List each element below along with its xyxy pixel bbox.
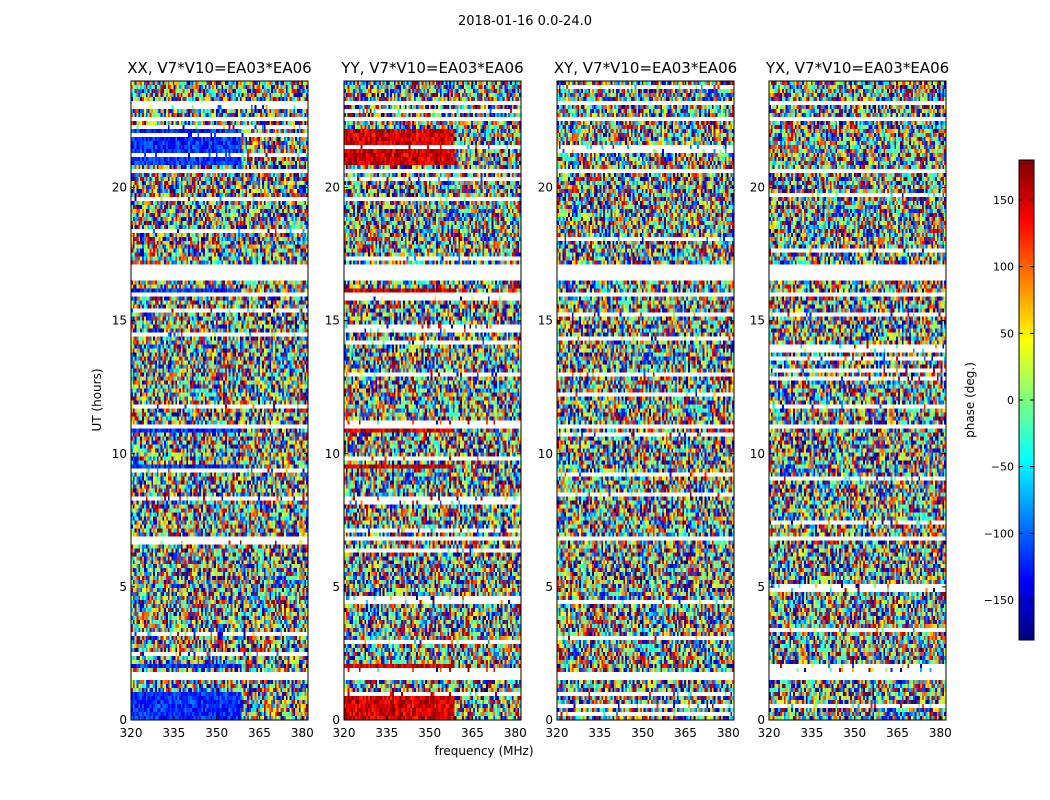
axes-frame [130, 80, 309, 721]
x-tick-label: 320 [120, 726, 143, 740]
y-tick-label: 0 [757, 713, 765, 727]
colorbar-tick-label: −50 [991, 461, 1014, 474]
panel-3: XY, V7*V10=EA03*EA06 320 335 350 365 380 0 5 10 1… [538, 59, 740, 740]
colorbar-tick-label: −100 [984, 527, 1014, 540]
y-tick-label: 20 [750, 181, 765, 195]
x-tick-label: 350 [205, 726, 228, 740]
x-tick-label: 320 [333, 726, 356, 740]
x-tick-label: 335 [162, 726, 185, 740]
panel-4: YX, V7*V10=EA03*EA06 320 335 350 365 380 0 5 10 1… [750, 59, 952, 740]
x-tick-label: 335 [375, 726, 398, 740]
colorbar-tick-label: 100 [993, 261, 1014, 274]
heatmap-image [131, 81, 308, 720]
axes-frame [768, 80, 947, 721]
x-tick-label: 335 [800, 726, 823, 740]
panel-title: XX, V7*V10=EA03*EA06 [127, 59, 311, 77]
y-tick-label: 5 [757, 580, 765, 594]
y-tick-label: 10 [325, 447, 340, 461]
y-tick-label: 0 [119, 713, 127, 727]
colorbar-tick-label: 50 [1000, 327, 1014, 340]
x-tick-label: 380 [929, 726, 952, 740]
y-tick-label: 15 [112, 314, 127, 328]
panel-2: YY, V7*V10=EA03*EA06 320 335 350 365 380 0 5 10 1… [325, 59, 527, 740]
panel-title: XY, V7*V10=EA03*EA06 [554, 59, 737, 77]
panel-title: YY, V7*V10=EA03*EA06 [340, 59, 523, 77]
x-tick-label: 320 [546, 726, 569, 740]
y-tick-label: 15 [538, 314, 553, 328]
y-axis-label: UT (hours) [90, 368, 104, 431]
panel-1: XX, V7*V10=EA03*EA06 320 335 350 365 380 0 5 10 1… [112, 59, 314, 740]
y-tick-label: 20 [112, 181, 127, 195]
colorbar-tick-label: −150 [984, 594, 1014, 607]
y-tick-label: 5 [545, 580, 553, 594]
panel-title: YX, V7*V10=EA03*EA06 [765, 59, 949, 77]
x-axis-label: frequency (MHz) [434, 744, 533, 758]
x-tick-label: 365 [248, 726, 271, 740]
x-tick-label: 365 [674, 726, 697, 740]
y-tick-label: 5 [119, 580, 127, 594]
colorbar-label: phase (deg.) [963, 362, 977, 438]
y-tick-label: 10 [112, 447, 127, 461]
x-tick-label: 380 [291, 726, 314, 740]
y-tick-label: 10 [750, 447, 765, 461]
y-tick-label: 5 [332, 580, 340, 594]
y-tick-label: 0 [545, 713, 553, 727]
x-tick-label: 380 [504, 726, 527, 740]
x-tick-label: 365 [886, 726, 909, 740]
heatmap-image [557, 81, 734, 720]
y-tick-label: 20 [325, 181, 340, 195]
x-tick-label: 350 [843, 726, 866, 740]
colorbar: 150 100 50 0 −50 −100 −150 phase (deg.) [963, 159, 1035, 641]
y-tick-label: 10 [538, 447, 553, 461]
y-tick-label: 0 [332, 713, 340, 727]
x-tick-label: 350 [631, 726, 654, 740]
heatmap-image [344, 81, 521, 720]
x-tick-label: 320 [758, 726, 781, 740]
heatmap-image [769, 81, 946, 720]
colorbar-tick-label: 0 [1007, 394, 1014, 407]
x-tick-label: 365 [461, 726, 484, 740]
x-tick-label: 335 [588, 726, 611, 740]
axes-frame [556, 80, 735, 721]
x-tick-label: 350 [418, 726, 441, 740]
y-tick-label: 15 [750, 314, 765, 328]
colorbar-tick-label: 150 [993, 194, 1014, 207]
y-tick-label: 20 [538, 181, 553, 195]
y-tick-label: 15 [325, 314, 340, 328]
figure-title: 2018-01-16 0.0-24.0 [458, 14, 592, 29]
panels-group: XX, V7*V10=EA03*EA06 320 335 350 365 380 0 5 10 1… [112, 59, 952, 740]
axes-frame [343, 80, 522, 721]
x-tick-label: 380 [717, 726, 740, 740]
